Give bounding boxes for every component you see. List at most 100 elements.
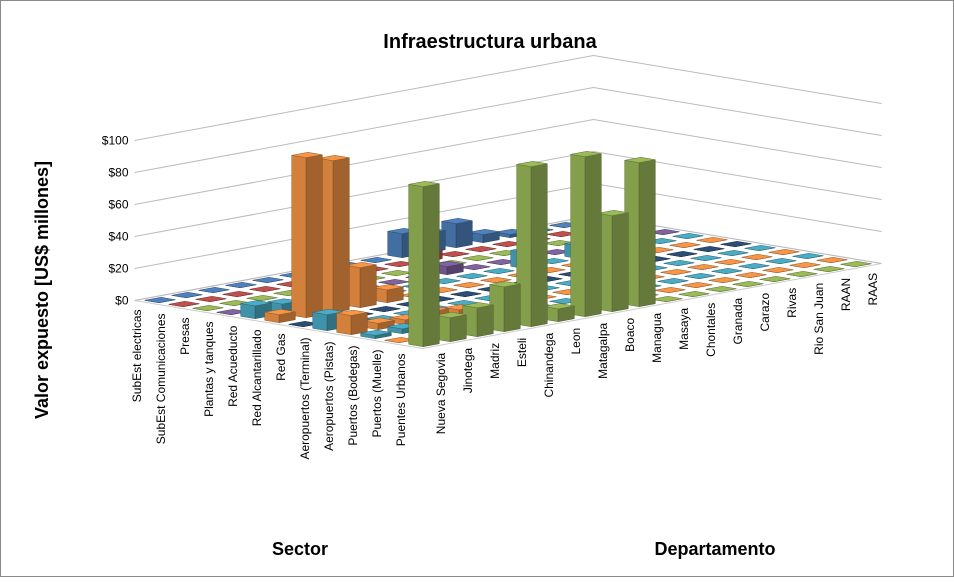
y-tick-label: $100 bbox=[102, 134, 129, 148]
bar bbox=[765, 258, 797, 264]
bar-top bbox=[741, 254, 773, 260]
grid-line bbox=[134, 86, 882, 173]
bar-top bbox=[453, 282, 485, 288]
bar-top bbox=[648, 229, 680, 235]
bar bbox=[450, 291, 482, 297]
bar bbox=[369, 306, 401, 312]
z-axis-title: Departamento bbox=[654, 539, 775, 559]
bar bbox=[168, 301, 200, 307]
bar bbox=[687, 264, 719, 270]
bar-top bbox=[249, 286, 281, 292]
bar bbox=[198, 287, 230, 293]
bar bbox=[144, 297, 176, 303]
z-tick-label: Nueva Segovia bbox=[434, 352, 448, 434]
bar bbox=[483, 268, 515, 274]
x-tick-label: Plantas y tanques bbox=[202, 322, 216, 417]
bar-top bbox=[438, 251, 470, 257]
bar-top bbox=[711, 268, 743, 274]
bar bbox=[195, 296, 227, 302]
bar bbox=[360, 257, 392, 263]
bar bbox=[516, 161, 548, 328]
bar-top bbox=[459, 264, 491, 270]
y-tick-label: $0 bbox=[115, 294, 129, 308]
bar bbox=[570, 151, 602, 318]
x-tick-label: SubEst electricas bbox=[130, 310, 144, 403]
x-tick-label: Aeropuertos (Terminal) bbox=[298, 337, 312, 459]
bar bbox=[441, 218, 473, 249]
bar-front bbox=[291, 155, 307, 318]
bar-top bbox=[168, 301, 200, 307]
bar bbox=[225, 282, 257, 288]
bar-top bbox=[468, 229, 500, 235]
bar bbox=[735, 272, 767, 278]
bar bbox=[438, 251, 470, 257]
z-tick-label: Rio San Juan bbox=[812, 283, 826, 355]
z-tick-label: Rivas bbox=[785, 288, 799, 318]
bar bbox=[624, 157, 656, 308]
y-tick-label: $20 bbox=[108, 262, 128, 276]
bar-top bbox=[456, 273, 488, 279]
bar-top bbox=[222, 291, 254, 297]
bar-top bbox=[678, 291, 710, 297]
bar bbox=[738, 263, 770, 269]
x-tick-label: Puentes Urbanos bbox=[394, 354, 408, 447]
bar-front bbox=[570, 154, 586, 317]
bar bbox=[657, 278, 689, 284]
bar-top bbox=[360, 329, 392, 336]
bar-top bbox=[264, 309, 296, 315]
bar bbox=[459, 264, 491, 270]
z-tick-label: Esteli bbox=[515, 338, 529, 367]
bar bbox=[681, 282, 713, 288]
bar bbox=[693, 246, 725, 252]
x-tick-label: Puertos (Bodegas) bbox=[346, 346, 360, 446]
bar bbox=[741, 254, 773, 260]
grid-line bbox=[134, 150, 882, 237]
bar-top bbox=[666, 251, 698, 257]
bar-top bbox=[768, 249, 800, 255]
bar bbox=[768, 249, 800, 255]
bar-top bbox=[792, 253, 824, 259]
bar-top bbox=[738, 263, 770, 269]
bar-front bbox=[312, 312, 328, 331]
bar-top bbox=[705, 286, 737, 292]
bar bbox=[672, 233, 704, 239]
bar-top bbox=[660, 269, 692, 275]
bar-top bbox=[435, 312, 467, 318]
bar bbox=[345, 262, 377, 309]
x-tick-label: Red Alcantarillado bbox=[250, 329, 264, 426]
bar-side bbox=[449, 314, 467, 343]
z-tick-label: Jinotega bbox=[461, 347, 475, 393]
bar bbox=[669, 242, 701, 248]
bar-top bbox=[690, 255, 722, 261]
bar bbox=[762, 267, 794, 273]
bar-top bbox=[171, 292, 203, 298]
x-tick-label: Red Acueducto bbox=[226, 325, 240, 407]
bar-top bbox=[597, 210, 629, 216]
bar bbox=[462, 302, 494, 338]
bar-top bbox=[759, 276, 791, 282]
bar bbox=[249, 286, 281, 292]
bar-side bbox=[476, 304, 494, 338]
z-tick-label: Boaco bbox=[623, 317, 637, 351]
bar bbox=[453, 282, 485, 288]
bar-top bbox=[651, 296, 683, 302]
z-tick-label: Chontales bbox=[704, 303, 718, 357]
bar-top bbox=[480, 277, 512, 283]
bar bbox=[222, 291, 254, 297]
y-tick-label: $60 bbox=[108, 198, 128, 212]
x-tick-label: Presas bbox=[178, 318, 192, 355]
bar bbox=[543, 303, 575, 323]
bar-top bbox=[765, 258, 797, 264]
bar-top bbox=[291, 152, 323, 158]
bar bbox=[246, 295, 278, 301]
z-tick-label: Granada bbox=[731, 297, 745, 344]
bar-top bbox=[744, 245, 776, 251]
bar-top bbox=[465, 246, 497, 252]
z-tick-label: RAAN bbox=[839, 278, 853, 311]
bar-top bbox=[318, 155, 350, 161]
bar bbox=[264, 309, 296, 324]
bar bbox=[360, 329, 392, 340]
bar bbox=[813, 266, 845, 272]
bar-top bbox=[669, 242, 701, 248]
bar bbox=[666, 251, 698, 257]
